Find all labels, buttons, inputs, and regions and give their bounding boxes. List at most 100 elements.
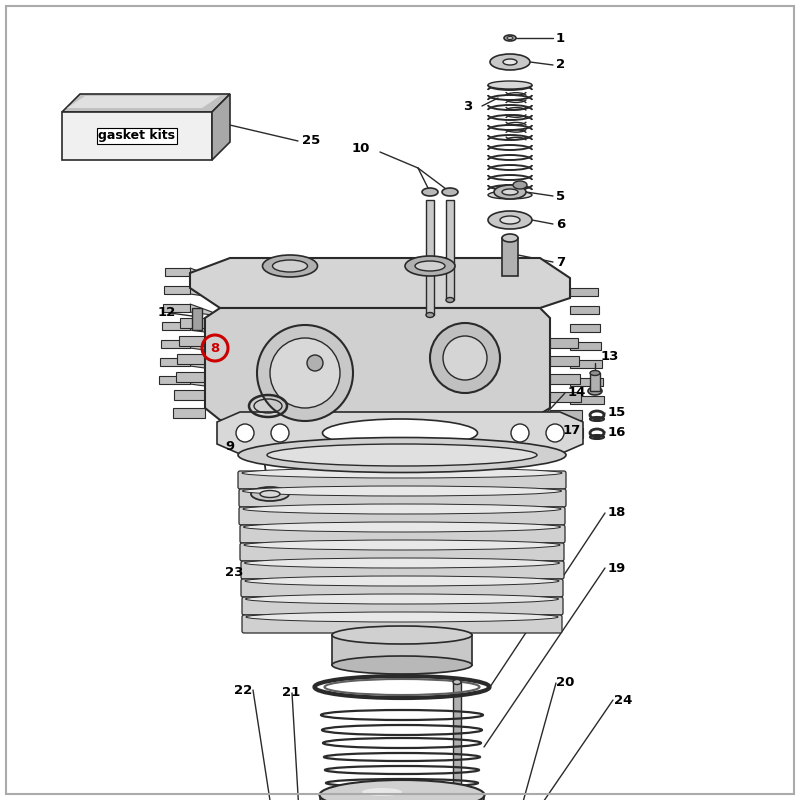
Polygon shape xyxy=(550,410,582,420)
Polygon shape xyxy=(190,268,212,279)
Text: 25: 25 xyxy=(302,134,320,147)
FancyBboxPatch shape xyxy=(238,471,566,489)
Bar xyxy=(502,238,518,276)
Polygon shape xyxy=(205,308,550,420)
Polygon shape xyxy=(165,268,190,276)
Ellipse shape xyxy=(332,656,472,674)
Ellipse shape xyxy=(422,188,438,196)
Ellipse shape xyxy=(590,370,600,375)
Ellipse shape xyxy=(238,438,566,473)
Polygon shape xyxy=(550,392,581,402)
Polygon shape xyxy=(67,96,220,108)
Circle shape xyxy=(270,338,340,408)
Ellipse shape xyxy=(243,522,561,532)
FancyBboxPatch shape xyxy=(239,507,565,525)
Ellipse shape xyxy=(267,444,537,466)
Ellipse shape xyxy=(494,185,526,199)
FancyBboxPatch shape xyxy=(242,615,562,633)
Ellipse shape xyxy=(243,504,561,514)
Ellipse shape xyxy=(246,612,558,622)
Bar xyxy=(446,200,454,300)
Text: 5: 5 xyxy=(556,190,565,202)
Text: 21: 21 xyxy=(282,686,300,699)
Text: 9: 9 xyxy=(225,439,234,453)
Polygon shape xyxy=(570,378,603,386)
Text: 10: 10 xyxy=(352,142,370,154)
Text: 6: 6 xyxy=(556,218,566,230)
Ellipse shape xyxy=(502,272,518,280)
Circle shape xyxy=(511,424,529,442)
Polygon shape xyxy=(164,286,190,294)
Ellipse shape xyxy=(507,37,513,39)
Polygon shape xyxy=(212,94,230,160)
Circle shape xyxy=(430,323,500,393)
Polygon shape xyxy=(570,342,601,350)
FancyBboxPatch shape xyxy=(241,579,563,597)
Bar xyxy=(590,373,600,391)
Ellipse shape xyxy=(405,256,455,276)
Ellipse shape xyxy=(262,255,318,277)
Ellipse shape xyxy=(453,794,461,799)
Polygon shape xyxy=(62,94,230,112)
Bar xyxy=(332,635,472,665)
Polygon shape xyxy=(190,258,570,308)
Text: 18: 18 xyxy=(608,506,626,519)
Polygon shape xyxy=(159,376,190,384)
Circle shape xyxy=(443,336,487,380)
Ellipse shape xyxy=(246,594,558,604)
Ellipse shape xyxy=(488,211,532,229)
Ellipse shape xyxy=(490,54,530,70)
Polygon shape xyxy=(190,358,212,369)
Text: 16: 16 xyxy=(608,426,626,438)
Polygon shape xyxy=(570,324,600,332)
Text: 13: 13 xyxy=(601,350,619,362)
Ellipse shape xyxy=(504,35,516,41)
Circle shape xyxy=(307,355,323,371)
Text: 22: 22 xyxy=(234,683,252,697)
Ellipse shape xyxy=(513,181,527,189)
Ellipse shape xyxy=(251,487,289,501)
FancyBboxPatch shape xyxy=(239,489,566,507)
Bar xyxy=(192,308,202,330)
Ellipse shape xyxy=(242,486,562,496)
Ellipse shape xyxy=(242,468,562,478)
Ellipse shape xyxy=(245,576,559,586)
Ellipse shape xyxy=(260,490,280,498)
Polygon shape xyxy=(550,338,578,348)
Polygon shape xyxy=(162,322,190,330)
Ellipse shape xyxy=(500,216,520,224)
Polygon shape xyxy=(177,354,205,364)
Ellipse shape xyxy=(488,81,532,89)
FancyBboxPatch shape xyxy=(241,561,564,579)
Bar xyxy=(62,112,212,160)
Polygon shape xyxy=(178,336,205,346)
Polygon shape xyxy=(174,390,205,400)
Text: 12: 12 xyxy=(158,306,176,319)
Ellipse shape xyxy=(332,626,472,644)
Text: 23: 23 xyxy=(225,566,243,578)
Ellipse shape xyxy=(273,260,307,272)
Polygon shape xyxy=(173,408,205,418)
Ellipse shape xyxy=(453,679,461,685)
Ellipse shape xyxy=(426,313,434,318)
Ellipse shape xyxy=(502,189,518,195)
Ellipse shape xyxy=(415,261,445,271)
Ellipse shape xyxy=(244,540,560,550)
Text: 24: 24 xyxy=(614,694,632,706)
Text: 15: 15 xyxy=(608,406,626,419)
Polygon shape xyxy=(570,396,604,404)
Ellipse shape xyxy=(488,191,532,199)
Text: 1: 1 xyxy=(556,31,565,45)
Circle shape xyxy=(257,325,353,421)
Text: 17: 17 xyxy=(563,423,582,437)
Polygon shape xyxy=(180,318,205,328)
Polygon shape xyxy=(190,322,212,333)
Polygon shape xyxy=(570,306,599,314)
Polygon shape xyxy=(217,412,583,454)
Ellipse shape xyxy=(588,387,602,395)
Ellipse shape xyxy=(502,234,518,242)
Text: 14: 14 xyxy=(568,386,586,399)
Text: 19: 19 xyxy=(608,562,626,574)
Circle shape xyxy=(546,424,564,442)
FancyBboxPatch shape xyxy=(242,597,563,615)
